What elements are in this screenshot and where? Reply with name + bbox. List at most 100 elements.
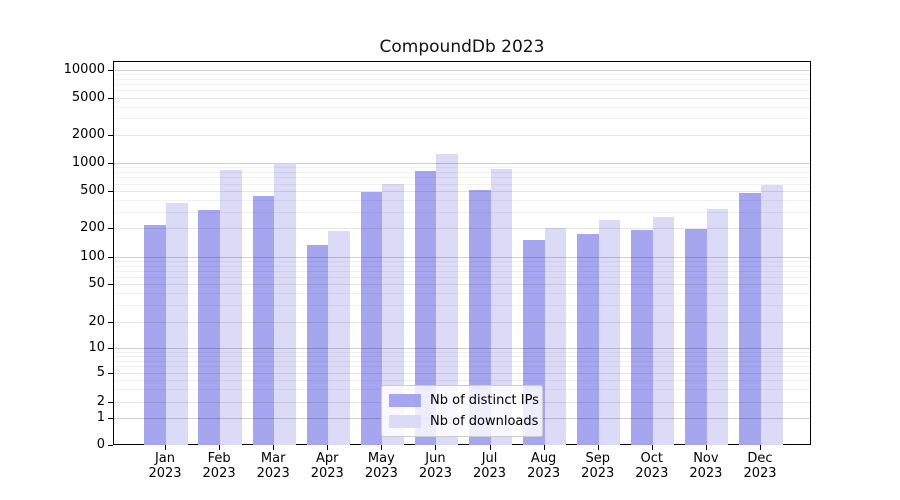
gridline-900 — [114, 167, 810, 168]
gridline-2000 — [114, 135, 810, 136]
ytick-label-0: 0 — [96, 437, 105, 452]
ytick-mark-1 — [108, 418, 113, 420]
xtick-mark-may — [381, 445, 383, 450]
bar-distinct-ips-nov — [685, 229, 707, 445]
ytick-label-2: 2 — [96, 393, 105, 409]
chart-title: CompoundDb 2023 — [379, 37, 545, 57]
bar-downloads-oct — [652, 217, 675, 445]
gridline-8000 — [114, 78, 810, 80]
xtick-label-mar: Mar 2023 — [256, 451, 290, 481]
legend-label-downloads: Nb of downloads — [430, 414, 539, 429]
ytick-mark-2 — [108, 401, 113, 403]
bar-distinct-ips-may — [360, 192, 383, 445]
xtick-mark-jan — [165, 445, 166, 450]
xtick-label-nov: Nov 2023 — [689, 451, 723, 481]
xtick-mark-oct — [651, 445, 653, 450]
ytick-mark-1000 — [108, 162, 113, 164]
ytick-mark-2000 — [108, 135, 113, 136]
gridline-4000 — [114, 106, 810, 108]
gridline-7000 — [114, 84, 810, 86]
legend: Nb of distinct IPs Nb of downloads — [381, 385, 543, 437]
ytick-mark-5 — [108, 372, 113, 374]
ytick-mark-20 — [108, 321, 113, 323]
bar-downloads-dec — [760, 184, 783, 445]
gridline-500 — [114, 191, 810, 192]
bar-downloads-jan — [166, 203, 188, 445]
ytick-label-1: 1 — [96, 410, 105, 426]
gridline-10000 — [114, 70, 810, 71]
legend-swatch-downloads-icon — [389, 415, 421, 428]
xtick-mark-jun — [435, 445, 437, 450]
ytick-label-100: 100 — [80, 248, 105, 264]
bar-distinct-ips-sep — [577, 233, 599, 445]
xtick-label-oct: Oct 2023 — [635, 451, 669, 481]
bar-downloads-mar — [274, 163, 296, 445]
gridline-400 — [114, 200, 810, 202]
bar-distinct-ips-jun — [414, 170, 437, 445]
xtick-mark-nov — [705, 445, 707, 450]
bar-downloads-jun — [436, 154, 459, 445]
ytick-mark-0 — [108, 445, 113, 446]
ytick-mark-10 — [108, 347, 113, 349]
gridline-9000 — [114, 74, 810, 76]
bar-downloads-may — [382, 183, 404, 445]
xtick-label-jun: Jun 2023 — [418, 451, 452, 481]
bar-distinct-ips-mar — [252, 195, 275, 445]
ytick-label-2000: 2000 — [71, 127, 105, 142]
bar-downloads-jul — [490, 169, 513, 445]
xtick-label-jan: Jan 2023 — [148, 451, 182, 481]
gridline-5000 — [114, 97, 810, 99]
plot-area: Nb of distinct IPs Nb of downloads — [113, 61, 811, 445]
ytick-mark-50 — [108, 284, 113, 286]
bar-distinct-ips-feb — [198, 210, 221, 445]
ytick-mark-200 — [108, 228, 113, 230]
ytick-mark-5000 — [108, 97, 113, 99]
xtick-mark-jul — [489, 445, 491, 450]
xtick-label-may: May 2023 — [364, 451, 398, 481]
xtick-label-apr: Apr 2023 — [310, 451, 344, 481]
gridline-3000 — [114, 118, 810, 120]
ytick-label-50: 50 — [88, 276, 105, 292]
bar-distinct-ips-apr — [306, 245, 329, 445]
ytick-label-5: 5 — [96, 364, 105, 380]
ytick-mark-500 — [108, 191, 113, 192]
xtick-mark-aug — [543, 445, 545, 450]
legend-swatch-ips-icon — [389, 394, 421, 407]
xtick-label-feb: Feb 2023 — [202, 451, 236, 481]
ytick-mark-100 — [108, 256, 113, 258]
xtick-mark-mar — [273, 445, 275, 450]
ytick-label-10000: 10000 — [63, 62, 105, 77]
bar-downloads-nov — [706, 208, 729, 445]
gridline-600 — [114, 183, 810, 185]
xtick-label-aug: Aug 2023 — [527, 451, 561, 481]
ytick-label-5000: 5000 — [71, 89, 105, 105]
ytick-label-200: 200 — [80, 220, 105, 236]
xtick-mark-feb — [219, 445, 221, 450]
gridline-6000 — [114, 90, 810, 92]
ytick-label-500: 500 — [80, 183, 105, 198]
ytick-label-10: 10 — [88, 339, 105, 355]
ytick-label-20: 20 — [88, 313, 105, 329]
gridline-700 — [114, 177, 810, 179]
legend-item-downloads: Nb of downloads — [389, 411, 539, 432]
gridline-1000 — [114, 162, 810, 164]
legend-item-distinct-ips: Nb of distinct IPs — [389, 390, 539, 411]
xtick-label-jul: Jul 2023 — [472, 451, 507, 481]
xtick-mark-sep — [597, 445, 599, 450]
gridline-800 — [114, 171, 810, 173]
xtick-label-dec: Dec 2023 — [743, 451, 777, 481]
ytick-mark-10000 — [108, 70, 113, 71]
bar-downloads-apr — [328, 231, 350, 445]
xtick-mark-apr — [327, 445, 329, 450]
bar-distinct-ips-dec — [739, 192, 761, 445]
xtick-mark-dec — [759, 445, 761, 450]
bar-distinct-ips-jan — [144, 224, 166, 445]
bar-downloads-feb — [220, 170, 242, 445]
bar-downloads-sep — [598, 220, 621, 445]
bar-distinct-ips-jul — [468, 189, 491, 445]
bar-distinct-ips-oct — [631, 230, 653, 445]
bar-downloads-aug — [544, 228, 567, 445]
ytick-label-1000: 1000 — [71, 154, 105, 170]
xtick-label-sep: Sep 2023 — [581, 451, 615, 481]
